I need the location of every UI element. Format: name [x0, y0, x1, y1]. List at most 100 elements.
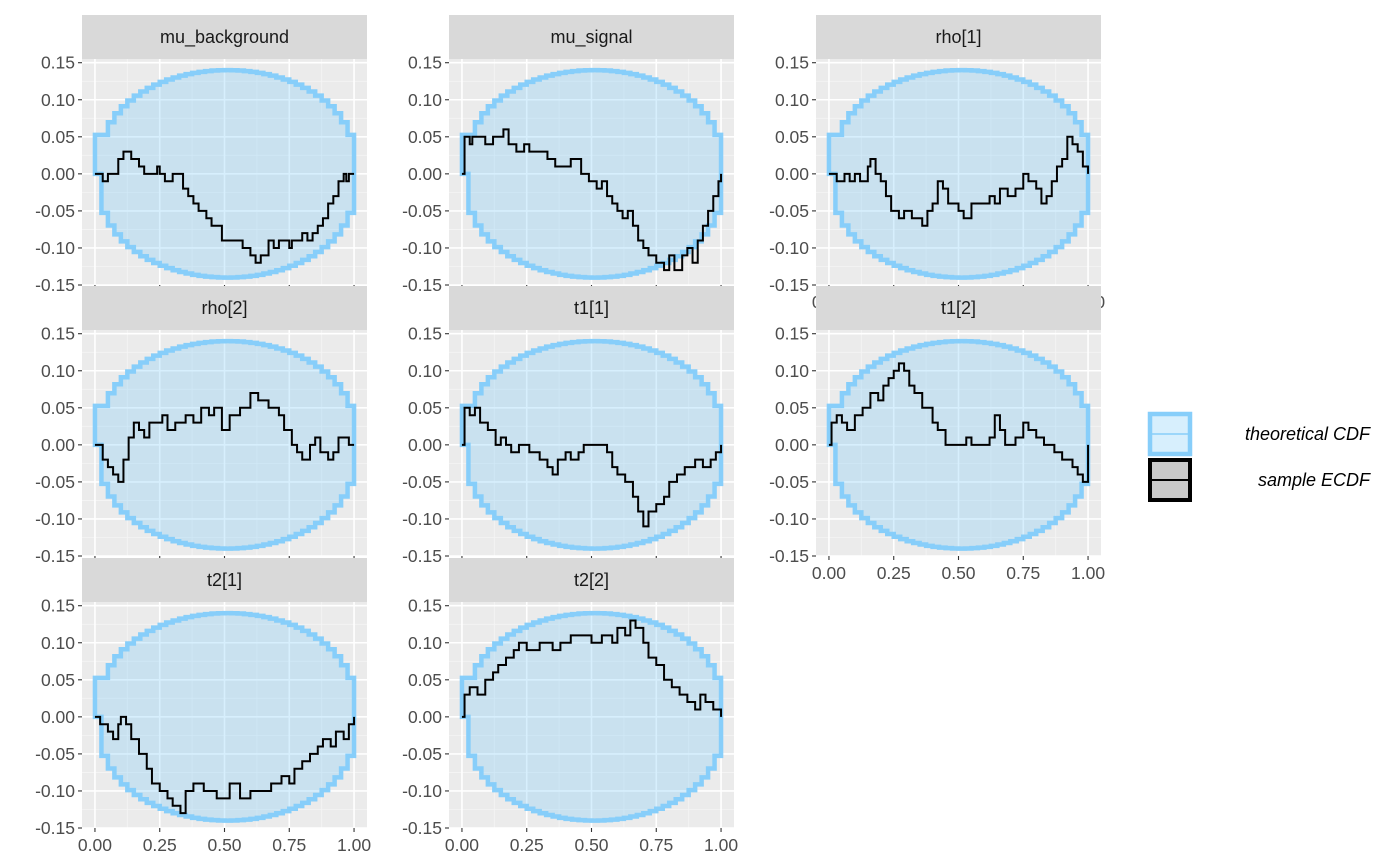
x-tick-label: 0.75 [1006, 563, 1040, 583]
y-tick-label: -0.15 [402, 818, 442, 838]
sample-ecdf-line [461, 406, 723, 528]
facet-panel: t1[2] -0.15 -0.10 -0.05 0.00 0.05 0.10 0.15 0.00… [769, 286, 1105, 583]
y-tick-label: -0.05 [769, 472, 809, 492]
facet-title: rho[2] [201, 298, 247, 318]
y-tick-label: 0.05 [775, 398, 809, 418]
y-tick-label: -0.05 [402, 472, 442, 492]
legend-label: sample ECDF [1258, 470, 1371, 490]
y-tick-label: 0.00 [408, 435, 442, 455]
facet-panel: t2[2] -0.15 -0.10 -0.05 0.00 0.05 0.10 0.15 0.00… [402, 558, 738, 855]
facet-panel: t1[1] -0.15 -0.10 -0.05 0.00 0.05 0.10 0.15 [402, 286, 734, 566]
y-tick-label: 0.05 [41, 398, 75, 418]
x-tick-label: 1.00 [337, 835, 371, 855]
facet-strip [82, 15, 367, 59]
y-tick-label: 0.00 [775, 435, 809, 455]
x-tick-label: 0.50 [207, 835, 241, 855]
sample-ecdf-line [94, 150, 355, 264]
facet-panel: mu_background -0.15 -0.10 -0.05 0.00 0.05 0.10… [35, 15, 367, 295]
y-tick-label: -0.15 [35, 818, 75, 838]
y-tick-label: -0.10 [35, 781, 75, 801]
y-tick-label: 0.00 [41, 164, 75, 184]
y-tick-label: 0.00 [41, 435, 75, 455]
y-tick-label: -0.10 [402, 509, 442, 529]
y-tick-label: 0.10 [408, 633, 442, 653]
y-tick-label: 0.15 [775, 53, 809, 73]
y-tick-label: -0.10 [35, 509, 75, 529]
x-tick-label: 0.25 [143, 835, 177, 855]
theoretical-cdf-band [459, 610, 724, 823]
legend: theoretical CDF sample ECDF [1147, 411, 1371, 502]
y-tick-label: -0.05 [769, 201, 809, 221]
theoretical-cdf-band [826, 67, 1091, 280]
sample-ecdf-line [828, 362, 1090, 483]
theoretical-cdf-band [92, 610, 357, 823]
y-tick-label: 0.10 [775, 361, 809, 381]
x-tick-label: 0.00 [78, 835, 112, 855]
x-tick-label: 0.75 [639, 835, 673, 855]
y-tick-label: -0.05 [402, 201, 442, 221]
facet-strip [449, 15, 734, 59]
x-tick-label: 0.00 [812, 563, 846, 583]
sample-ecdf-line [94, 715, 356, 815]
y-tick-label: 0.00 [41, 707, 75, 727]
y-tick-label: -0.05 [402, 744, 442, 764]
y-tick-label: 0.15 [408, 53, 442, 73]
sample-ecdf-line [461, 128, 723, 272]
y-tick-label: 0.15 [41, 324, 75, 344]
facet-strip [82, 558, 367, 602]
facet-title: t1[1] [574, 298, 609, 318]
x-tick-label: 0.25 [877, 563, 911, 583]
sample-ecdf-line [461, 619, 723, 718]
y-tick-label: 0.10 [41, 633, 75, 653]
y-tick-label: -0.15 [769, 275, 809, 295]
legend-label: theoretical CDF [1245, 424, 1371, 444]
facet-title: rho[1] [935, 27, 981, 47]
y-tick-label: -0.15 [35, 275, 75, 295]
facet-strip [816, 286, 1101, 330]
sample-ecdf-line [94, 391, 355, 483]
facet-panel: t2[1] -0.15 -0.10 -0.05 0.00 0.05 0.10 0.15 0.00… [35, 558, 371, 855]
legend-item: sample ECDF [1148, 458, 1371, 502]
y-tick-label: 0.05 [41, 127, 75, 147]
y-tick-label: 0.15 [41, 53, 75, 73]
facet-strip [816, 15, 1101, 59]
y-tick-label: 0.05 [775, 127, 809, 147]
x-tick-label: 0.75 [272, 835, 306, 855]
y-tick-label: 0.15 [41, 596, 75, 616]
y-tick-label: 0.00 [408, 164, 442, 184]
facet-title: mu_background [160, 27, 289, 48]
y-tick-label: 0.10 [41, 90, 75, 110]
y-tick-label: 0.15 [775, 324, 809, 344]
y-tick-label: 0.10 [41, 361, 75, 381]
facet-strip [82, 286, 367, 330]
y-tick-label: 0.05 [408, 398, 442, 418]
y-tick-label: -0.05 [35, 201, 75, 221]
y-tick-label: -0.10 [402, 238, 442, 258]
y-tick-label: 0.00 [775, 164, 809, 184]
x-tick-label: 0.50 [574, 835, 608, 855]
y-tick-label: -0.10 [769, 238, 809, 258]
facet-title: t1[2] [941, 298, 976, 318]
facet-panel: rho[2] -0.15 -0.10 -0.05 0.00 0.05 0.10 0.15 [35, 286, 367, 566]
theoretical-cdf-band [92, 338, 357, 551]
x-tick-label: 0.00 [445, 835, 479, 855]
y-tick-label: 0.10 [408, 361, 442, 381]
y-tick-label: -0.10 [402, 781, 442, 801]
y-tick-label: 0.00 [408, 707, 442, 727]
y-tick-label: -0.05 [35, 472, 75, 492]
facet-panel: rho[1]-0.15-0.10-0.050.000.050.100.150.0… [769, 15, 1105, 312]
y-tick-label: 0.10 [408, 90, 442, 110]
x-tick-label: 0.50 [941, 563, 975, 583]
y-tick-label: -0.10 [769, 509, 809, 529]
facet-strip [449, 286, 734, 330]
theoretical-cdf-band [459, 67, 724, 280]
y-tick-label: 0.05 [41, 670, 75, 690]
y-tick-label: -0.05 [35, 744, 75, 764]
facet-panel: mu_signal -0.15 -0.10 -0.05 0.00 0.05 0.10 0.15 [402, 15, 734, 295]
legend-item: theoretical CDF [1147, 411, 1371, 457]
y-tick-label: 0.05 [408, 127, 442, 147]
y-tick-label: -0.15 [35, 546, 75, 566]
x-tick-label: 0.25 [510, 835, 544, 855]
facet-strip [449, 558, 734, 602]
